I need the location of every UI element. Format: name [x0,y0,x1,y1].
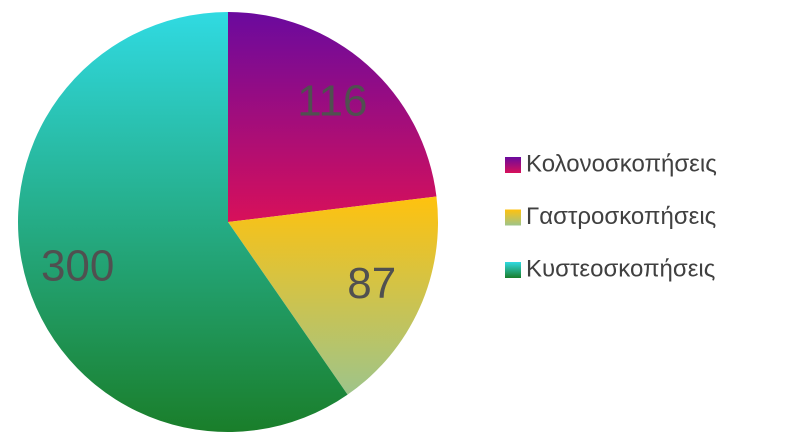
pie-slice [228,196,439,395]
legend-label: Κυστεοσκοπήσεις [526,255,715,282]
legend-swatch [505,262,521,278]
data-label: 87 [347,259,396,308]
data-label: 300 [41,242,114,291]
legend-label: Κολονοσκοπήσεις [526,150,717,177]
legend-label: Γαστροσκοπήσεις [526,203,716,230]
data-label: 116 [297,77,367,126]
legend-swatch [505,209,521,226]
pie-slice [18,12,348,432]
legend-swatch [505,157,521,173]
pie-slice [228,12,437,222]
